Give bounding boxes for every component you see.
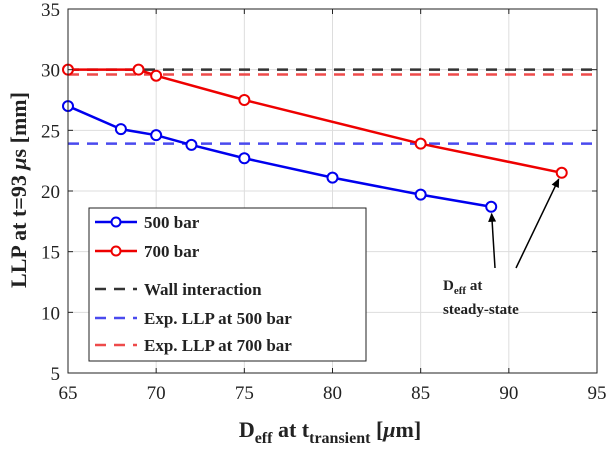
legend-entry-exp-700: Exp. LLP at 700 bar — [95, 336, 292, 355]
data-point-series-0 — [485, 200, 498, 213]
data-series — [62, 63, 568, 213]
legend-entry-700-bar: 700 bar — [95, 242, 200, 261]
legend-label-700-bar: 700 bar — [144, 242, 200, 261]
x-tick-label: 65 — [59, 383, 78, 404]
legend-marker-500-bar — [110, 216, 122, 228]
annotation-arrow-head — [488, 212, 497, 222]
x-axis-title: Deff at ttransient [μm] — [239, 417, 421, 447]
data-point-series-1 — [414, 137, 427, 150]
data-point-series-1 — [238, 94, 251, 106]
legend-box — [88, 207, 367, 362]
legend-entry-500-bar: 500 bar — [95, 213, 200, 232]
y-tick-label: 20 — [41, 182, 60, 203]
x-tick-label: 70 — [147, 383, 166, 404]
data-point-series-0 — [238, 152, 251, 165]
legend-entry-exp-500: Exp. LLP at 500 bar — [95, 309, 292, 328]
data-point-series-1 — [132, 63, 145, 76]
y-tick-label: 35 — [41, 0, 60, 21]
reference-lines — [68, 68, 597, 145]
series-line-1 — [68, 68, 562, 175]
x-tick-label: 90 — [499, 383, 518, 404]
data-point-series-1 — [150, 69, 163, 82]
data-point-series-1 — [555, 166, 568, 179]
annotation-arrow-head — [551, 178, 560, 189]
annotation-arrow-shaft — [490, 213, 496, 269]
legend-marker-700-bar — [110, 245, 122, 257]
x-tick-label: 85 — [411, 383, 430, 404]
legend-label-wall-interaction: Wall interaction — [144, 280, 262, 299]
data-point-series-0 — [114, 123, 127, 136]
y-tick-label: 10 — [41, 303, 60, 324]
legend-label-exp-700: Exp. LLP at 700 bar — [144, 336, 292, 355]
y-tick-label: 15 — [41, 243, 60, 264]
annotation-line-1: Deff at — [443, 278, 482, 297]
axis-ticks: 65 70 75 80 85 90 95 5 10 15 20 25 30 35 — [41, 0, 606, 404]
data-point-series-0 — [185, 138, 198, 151]
y-tick-label: 5 — [51, 364, 61, 385]
annotation-arrow-shaft — [515, 178, 560, 269]
x-tick-label: 75 — [235, 383, 254, 404]
data-point-series-0 — [326, 171, 339, 184]
data-point-series-0 — [414, 188, 427, 201]
legend-label-exp-500: Exp. LLP at 500 bar — [144, 309, 292, 328]
legend: 500 bar 700 bar Wall interaction Exp. LL… — [88, 207, 367, 362]
data-point-series-0 — [150, 129, 163, 142]
legend-label-500-bar: 500 bar — [144, 213, 200, 232]
steady-state-annotation: Deff at steady-state — [443, 178, 560, 318]
x-tick-label: 80 — [323, 383, 342, 404]
y-axis-title: LLP at t=93 μs [mm] — [6, 92, 31, 288]
y-tick-label: 30 — [41, 61, 60, 82]
y-tick-label: 25 — [41, 121, 60, 142]
annotation-line-2: steady-state — [443, 302, 519, 318]
annotation-arrows — [488, 178, 560, 269]
x-tick-label: 95 — [588, 383, 606, 404]
legend-entry-wall-interaction: Wall interaction — [95, 280, 262, 299]
series-line-0 — [67, 104, 492, 209]
